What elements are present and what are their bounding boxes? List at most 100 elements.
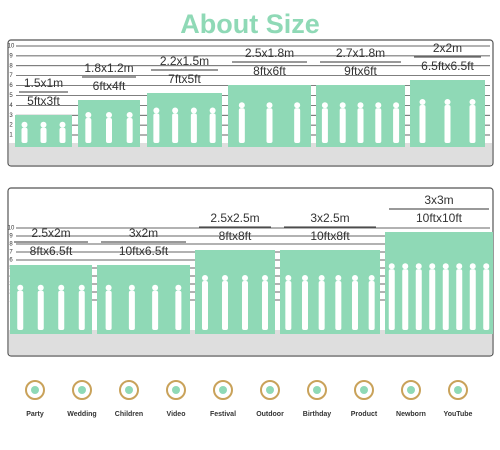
use-icon [31, 386, 39, 394]
ruler-label: 2 [9, 123, 13, 129]
use-icon [219, 386, 227, 394]
use-icon [72, 380, 92, 400]
title: About Size [180, 9, 320, 39]
size-box [280, 250, 380, 334]
ruler-label: 7 [9, 73, 13, 79]
silhouette [266, 102, 273, 109]
silhouette [469, 269, 476, 330]
use-icon [407, 386, 415, 394]
silhouette [238, 108, 245, 143]
size-metric: 2x2m [433, 41, 462, 55]
silhouette [339, 108, 346, 143]
silhouette [37, 290, 44, 330]
silhouette [128, 284, 135, 291]
silhouette [222, 275, 228, 281]
use-icon [454, 386, 462, 394]
use-icon [166, 380, 186, 400]
ruler-label: 5 [9, 93, 13, 99]
silhouette [209, 107, 216, 114]
use-label: Product [351, 411, 378, 418]
floor [9, 330, 492, 355]
silhouette [318, 275, 325, 281]
silhouette [285, 275, 292, 281]
silhouette [402, 263, 409, 270]
silhouette [415, 263, 422, 270]
ruler-label: 6 [9, 258, 13, 264]
use-label: Wedding [67, 411, 96, 418]
silhouette [190, 107, 197, 114]
ruler-label: 9 [9, 53, 13, 59]
silhouette [388, 263, 395, 270]
use-icon [119, 380, 139, 400]
silhouette [357, 102, 364, 109]
silhouette [37, 284, 44, 291]
use-label: YouTube [444, 411, 473, 418]
silhouette [419, 99, 426, 106]
size-metric: 1.5x1m [24, 76, 63, 90]
silhouette [105, 290, 112, 330]
use-icon [307, 380, 327, 400]
use-label: Outdoor [256, 411, 284, 418]
silhouette [175, 290, 182, 330]
silhouette [85, 118, 92, 143]
silhouette [429, 263, 436, 270]
silhouette [106, 112, 112, 119]
use-label: Children [115, 411, 143, 418]
use-icon [125, 386, 133, 394]
size-imperial: 8ftx6ft [253, 64, 286, 78]
use-icon [401, 380, 421, 400]
silhouette [469, 105, 476, 143]
silhouette [209, 113, 216, 143]
silhouette [153, 107, 160, 114]
silhouette [17, 290, 24, 330]
use-label: Party [26, 411, 44, 418]
silhouette [242, 281, 248, 330]
use-icon [266, 386, 274, 394]
use-icon [25, 380, 45, 400]
use-icon [78, 386, 86, 394]
silhouette [105, 284, 112, 291]
silhouette [456, 269, 463, 330]
silhouette [352, 275, 358, 281]
silhouette [40, 127, 47, 143]
silhouette [58, 290, 65, 330]
use-label: Newborn [396, 411, 426, 418]
silhouette [262, 281, 268, 330]
silhouette [442, 263, 449, 270]
silhouette [285, 281, 292, 330]
use-icon [172, 386, 180, 394]
size-metric: 2.5x2.5m [210, 211, 259, 225]
silhouette [21, 121, 28, 128]
use-icon [213, 380, 233, 400]
silhouette [469, 99, 476, 106]
silhouette [442, 269, 449, 330]
silhouette [368, 275, 375, 281]
ruler-label: 10 [8, 44, 15, 50]
ruler-label: 3 [9, 113, 13, 119]
size-imperial: 10ftx6.5ft [119, 244, 169, 258]
size-imperial: 8ftx6.5ft [30, 244, 73, 258]
ruler-label: 10 [8, 226, 15, 232]
use-icon [360, 386, 368, 394]
use-icon [354, 380, 374, 400]
floor [9, 143, 492, 165]
ruler-label: 4 [9, 103, 13, 109]
size-box [385, 232, 493, 334]
silhouette [106, 118, 112, 143]
silhouette [172, 113, 179, 143]
silhouette [152, 290, 159, 330]
silhouette [294, 102, 301, 109]
silhouette [202, 281, 208, 330]
silhouette [368, 281, 375, 330]
silhouette [352, 281, 358, 330]
size-box [10, 265, 92, 334]
ruler-label: 8 [9, 242, 13, 248]
size-metric: 3x2.5m [310, 211, 349, 225]
silhouette [415, 269, 422, 330]
silhouette [222, 281, 228, 330]
size-imperial: 9ftx6ft [344, 64, 377, 78]
silhouette [59, 121, 66, 128]
silhouette [444, 105, 451, 143]
ruler-label: 6 [9, 83, 13, 89]
silhouette [339, 102, 346, 109]
